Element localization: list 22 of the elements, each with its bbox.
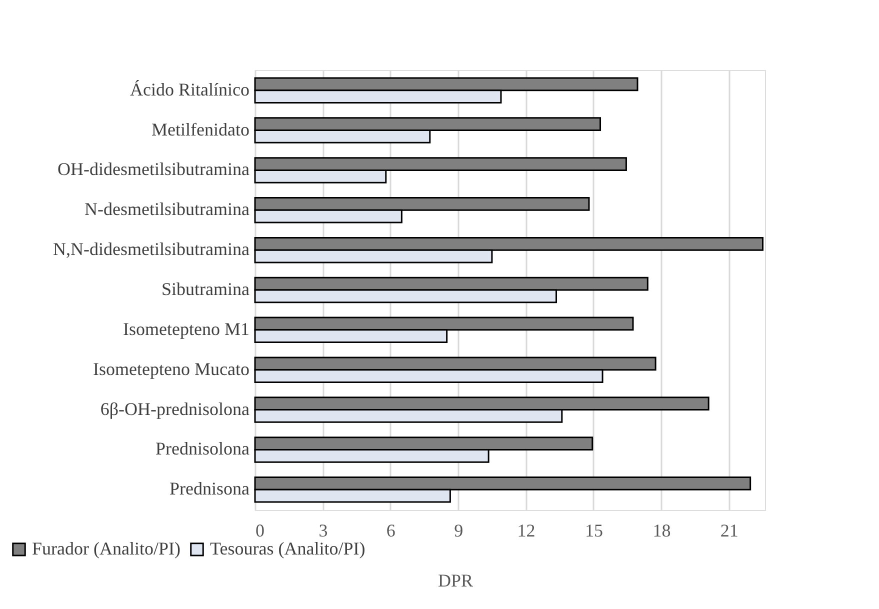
x-tick-label: 21 <box>720 520 738 540</box>
legend-label: Furador (Analito/PI) <box>32 538 180 558</box>
y-tick-label: Ácido Ritalínico <box>130 79 250 100</box>
y-tick-label: Sibutramina <box>162 279 250 299</box>
y-tick-label: OH-didesmetilsibutramina <box>58 159 250 180</box>
y-tick-label: Metilfenidato <box>152 119 250 140</box>
legend-label: Tesouras (Analito/PI) <box>210 538 366 558</box>
y-tick-label: N-desmetilsibutramina <box>84 199 250 220</box>
y-tick-label: Isometepteno Mucato <box>93 358 250 379</box>
x-tick-label: 3 <box>318 520 328 540</box>
x-tick-label: 6 <box>386 520 396 540</box>
y-tick-label: Isometepteno M1 <box>123 318 250 339</box>
x-tick-label: 15 <box>584 520 603 540</box>
x-tick-label: 0 <box>256 520 264 540</box>
y-tick-label: Prednisolona <box>156 438 250 459</box>
y-tick-label: 6β-OH-prednisolona <box>100 398 250 419</box>
x-tick-label: 18 <box>652 520 671 540</box>
y-tick-label: N,N-didesmetilsibutramina <box>53 239 250 260</box>
y-tick-label: Prednisona <box>170 478 250 499</box>
x-tick-label: 12 <box>517 520 536 540</box>
x-axis-title: DPR <box>438 570 474 590</box>
x-tick-label: 9 <box>454 520 464 540</box>
